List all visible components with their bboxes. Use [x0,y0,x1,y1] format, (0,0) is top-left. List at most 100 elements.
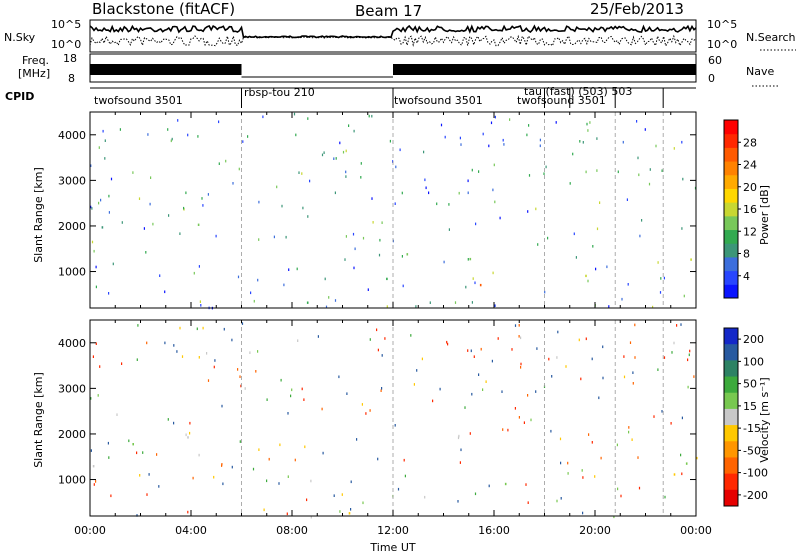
noise-cell [648,182,651,186]
echo-cell [673,473,676,476]
noise-cell [90,397,92,400]
noise-cell [310,515,312,519]
noise-cell [268,457,270,461]
noise-cell [660,277,662,280]
noise-cell [333,157,335,160]
noise-cell [652,305,654,309]
noise-cell [464,406,466,409]
noise-cell [296,267,298,271]
noise-cell [112,262,114,266]
noise-cell [345,170,347,174]
noise-cell [617,487,619,491]
noise-cell [348,124,350,127]
noise-cell [402,284,404,288]
noise-cell [606,265,608,269]
noise-cell [596,227,599,231]
noise-cell [136,358,138,361]
noise-cell [223,327,225,331]
nsky-label: N.Sky [4,31,36,44]
date-title: 25/Feb/2013 [590,0,684,18]
noise-cell [657,261,659,264]
noise-cell [136,451,138,455]
noise-cell [458,191,460,195]
x-tick-label: 04:00 [175,524,207,537]
noise-cell [371,197,373,200]
noise-cell [579,140,581,143]
noise-cell [497,337,499,340]
freq-tick-top-right: 60 [708,54,722,67]
noise-cell [415,305,417,308]
x-tick-label: 20:00 [579,524,611,537]
noise-cell [587,279,589,283]
noise-cell [362,501,364,505]
noise-cell [266,479,268,483]
x-tick-label: 00:00 [680,524,712,537]
noise-cell [573,232,575,236]
noise-cell [90,205,92,209]
noise-cell [322,451,324,455]
noise-cell [471,301,473,304]
noise-cell [467,258,469,261]
y-tick-label: 4000 [58,129,86,142]
noise-cell [680,453,682,457]
noise-cell [339,141,341,145]
noise-cell [636,120,638,123]
noise-cell [197,135,199,138]
noise-cell [247,135,249,138]
noise-cell [681,472,683,476]
echo-cell [306,301,309,304]
colorbar-tick-label: -15 [743,422,761,435]
noise-cell [514,407,516,410]
noise-cell [360,162,362,165]
noise-cell [588,433,590,436]
noise-cell [379,238,381,242]
y-tick-label: 4000 [58,337,86,350]
noise-cell [559,437,562,441]
noise-cell [328,296,330,299]
noise-cell [670,422,672,425]
noise-cell [309,179,311,183]
noise-cell [632,371,634,374]
noise-cell [255,370,257,373]
noise-cell [661,410,663,413]
noise-cell [377,457,379,461]
noise-cell [119,128,121,131]
y-tick-label: 2000 [58,220,86,233]
colorbar-tick-label: 200 [743,333,764,346]
noise-cell [107,441,109,445]
noise-cell [523,421,525,424]
noise-cell [600,456,602,460]
noise-cell [623,375,626,379]
noise-cell [179,326,181,330]
colorbar-swatch [724,215,738,231]
noise-cell [257,350,259,353]
noise-cell [589,121,591,124]
noise-cell [444,135,446,139]
noise-cell [306,498,308,502]
echo-cell [469,257,472,261]
noise-cell [644,128,646,131]
noise-cell [399,148,401,152]
noise-cell [509,118,511,121]
noise-cell [360,176,362,179]
noise-cell [628,426,630,429]
freq-tick-bottom-right: 0 [708,72,715,85]
noise-cell [511,348,513,351]
colorbar-swatch [724,202,738,217]
noise-cell [95,342,97,345]
noise-cell [99,365,101,368]
cpid-boundaries [241,88,664,108]
noise-cell [152,222,154,226]
noise-cell [591,357,593,361]
noise-cell [482,132,484,136]
noise-cell [548,357,550,361]
noise-cell [338,375,340,379]
noise-cell [492,188,494,192]
velocity-y-axis: 1000 2000 3000 4000 [58,337,696,487]
echo-cell [585,274,587,278]
noise-cell [421,357,423,361]
colorbar-swatch [724,489,738,507]
noise-cell [632,382,634,385]
noise-cell [623,355,625,358]
noise-cell [376,328,378,332]
